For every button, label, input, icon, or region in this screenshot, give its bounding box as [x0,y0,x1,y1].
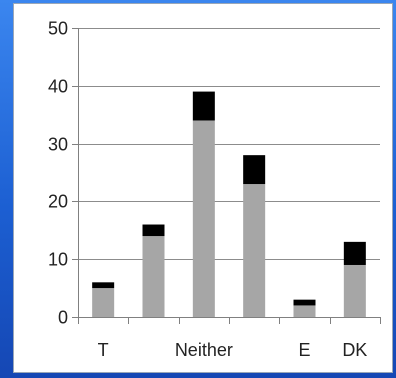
x-tick-label: DK [342,340,367,360]
x-tick-label: Neither [175,340,233,360]
axes [72,28,381,324]
bar-segment-black [92,282,115,289]
y-tick-label: 20 [48,192,68,212]
bar-segment-gray [343,264,366,317]
bar-segment-gray [92,288,115,317]
bar-segment-black [192,91,215,121]
bars [92,91,366,317]
bar-segment-gray [192,120,215,317]
bar-segment-gray [243,184,266,317]
bar-segment-black [293,299,316,306]
y-tick-label: 50 [48,19,68,39]
bar-segment-black [243,155,266,185]
grid-lines [78,28,380,260]
bar-segment-gray [293,305,316,317]
bar-segment-black [343,241,366,265]
bar-segment-gray [142,236,165,317]
x-tick-label: E [298,340,310,360]
x-tick-label: T [98,340,109,360]
tick-labels: 0 10 20 30 40 50 T Neither E DK [48,19,367,361]
y-tick-label: 10 [48,250,68,270]
y-tick-label: 30 [48,135,68,155]
bar-segment-black [142,224,165,237]
y-tick-label: 40 [48,77,68,97]
y-tick-label: 0 [58,308,68,328]
